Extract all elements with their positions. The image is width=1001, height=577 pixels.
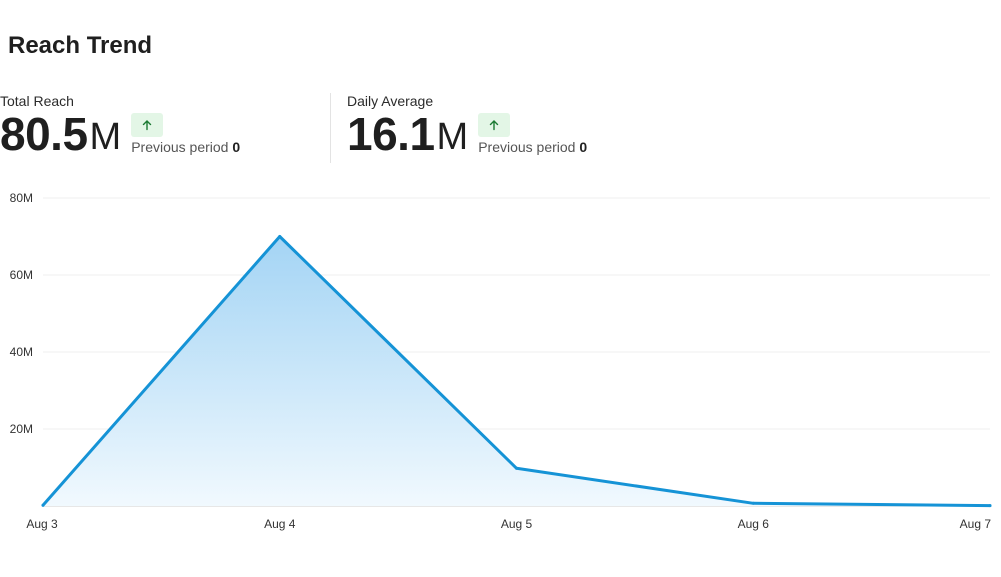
- data-point: [278, 235, 282, 238]
- y-tick-label: 20M: [10, 422, 33, 436]
- metric-value: 16.1: [347, 108, 435, 160]
- x-tick-label: Aug 4: [264, 517, 296, 531]
- metric-divider: [330, 93, 331, 163]
- data-point: [988, 504, 992, 508]
- x-tick-label: Aug 7: [960, 517, 992, 531]
- previous-period-value: 0: [232, 139, 241, 155]
- data-point: [751, 501, 755, 505]
- metric-label: Daily Average: [347, 93, 434, 109]
- y-tick-label: 60M: [10, 268, 33, 282]
- reach-area-chart: 20M 40M 60M 80M Aug 3 Aug 4 Aug 5 Aug 6 Aug 7: [10, 191, 992, 531]
- metric-total-reach: Total Reach 80.5 M Previous period 0: [0, 93, 240, 157]
- arrow-up-icon: [489, 120, 499, 131]
- data-point: [41, 503, 45, 507]
- previous-period-label: Previous period: [131, 139, 229, 155]
- previous-period-label: Previous period: [478, 139, 576, 155]
- y-tick-label: 40M: [10, 345, 33, 359]
- trend-up-badge: [131, 113, 164, 137]
- page-title: Reach Trend: [8, 32, 153, 59]
- data-point: [515, 466, 518, 470]
- metric-comparison: Previous period 0: [478, 113, 587, 155]
- metric-unit: M: [89, 116, 122, 158]
- metric-comparison: Previous period 0: [131, 113, 240, 155]
- trend-up-badge: [478, 113, 511, 137]
- metric-unit: M: [436, 116, 469, 158]
- previous-period: Previous period 0: [131, 139, 240, 155]
- metric-label: Total Reach: [0, 93, 74, 109]
- previous-period-value: 0: [579, 139, 588, 155]
- metric-daily-average: Daily Average 16.1 M Previous period 0: [347, 93, 587, 157]
- arrow-up-icon: [142, 120, 152, 131]
- x-tick-label: Aug 3: [26, 517, 58, 531]
- series-area: [43, 236, 990, 506]
- previous-period: Previous period 0: [478, 139, 587, 155]
- metric-value: 80.5: [0, 108, 88, 160]
- metric-row: 80.5 M Previous period 0: [0, 111, 240, 157]
- x-tick-label: Aug 5: [501, 517, 533, 531]
- y-tick-label: 80M: [10, 191, 33, 205]
- metric-row: 16.1 M Previous period 0: [347, 111, 587, 157]
- x-tick-label: Aug 6: [738, 517, 770, 531]
